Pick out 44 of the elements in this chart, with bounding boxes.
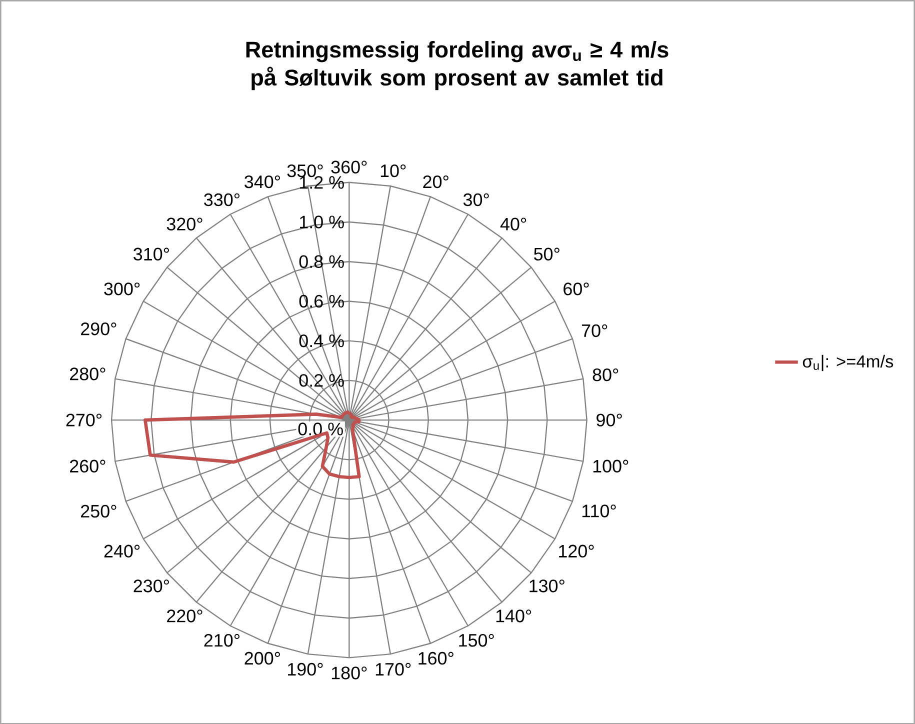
spoke-label: 330° <box>204 193 240 206</box>
y-tick-label: 1.0 % <box>300 216 344 228</box>
spoke-label: 230° <box>134 579 169 592</box>
spoke-label: 80° <box>592 368 618 382</box>
y-tick-label: 0.4 % <box>299 334 344 348</box>
spoke-label: 340° <box>244 175 280 188</box>
spoke-label: 180° <box>332 666 367 680</box>
spoke-label: 110° <box>582 504 616 518</box>
spoke-label: 170° <box>376 662 411 676</box>
spoke-label: 90° <box>596 414 622 426</box>
spoke-label: 360° <box>331 160 367 174</box>
spoke-label: 30° <box>463 193 489 206</box>
spoke-label: 150° <box>459 634 494 647</box>
spoke-label: 140° <box>496 609 532 622</box>
legend-label: σ$_{u}$|: >=4m/s <box>802 354 894 371</box>
spoke-label: 70° <box>582 324 608 337</box>
spoke-label: 40° <box>500 218 526 230</box>
y-tick-label: 1.2 % <box>300 176 344 189</box>
spoke-label: 310° <box>134 248 169 260</box>
spoke-label: 350° <box>287 164 323 178</box>
spoke-label: 10° <box>380 164 406 178</box>
y-tick-label: 0.8 % <box>299 255 344 268</box>
spoke-label: 220° <box>167 609 202 622</box>
spoke-label: 320° <box>166 218 202 230</box>
spoke-label: 270° <box>66 414 102 426</box>
spoke-label: 240° <box>104 544 140 558</box>
spoke-label: 20° <box>423 175 448 188</box>
spoke-label: 290° <box>81 322 116 336</box>
spoke-label: 50° <box>534 248 560 260</box>
spoke-label: 100° <box>593 460 628 472</box>
chart-title: Retningsmessig fordeling avσ$_{u}$ ≥ 4 m/s på Søltuvik som prosent av samlet tid <box>246 40 668 90</box>
y-tick-label: 0.6 % <box>299 294 344 308</box>
spoke-label: 210° <box>204 634 240 647</box>
spoke-label: 60° <box>564 282 589 296</box>
spoke-label: 280° <box>70 367 106 380</box>
spoke-label: 190° <box>288 662 323 676</box>
spoke-label: 300° <box>104 282 140 296</box>
spoke-label: 130° <box>530 579 564 592</box>
spoke-label: 160° <box>418 652 454 665</box>
y-tick-label: 0.2 % <box>299 374 344 387</box>
spoke-label: 260° <box>70 460 106 472</box>
spoke-label: 250° <box>81 504 116 518</box>
spoke-label: 120° <box>559 544 594 558</box>
spoke-label: 200° <box>244 652 280 665</box>
